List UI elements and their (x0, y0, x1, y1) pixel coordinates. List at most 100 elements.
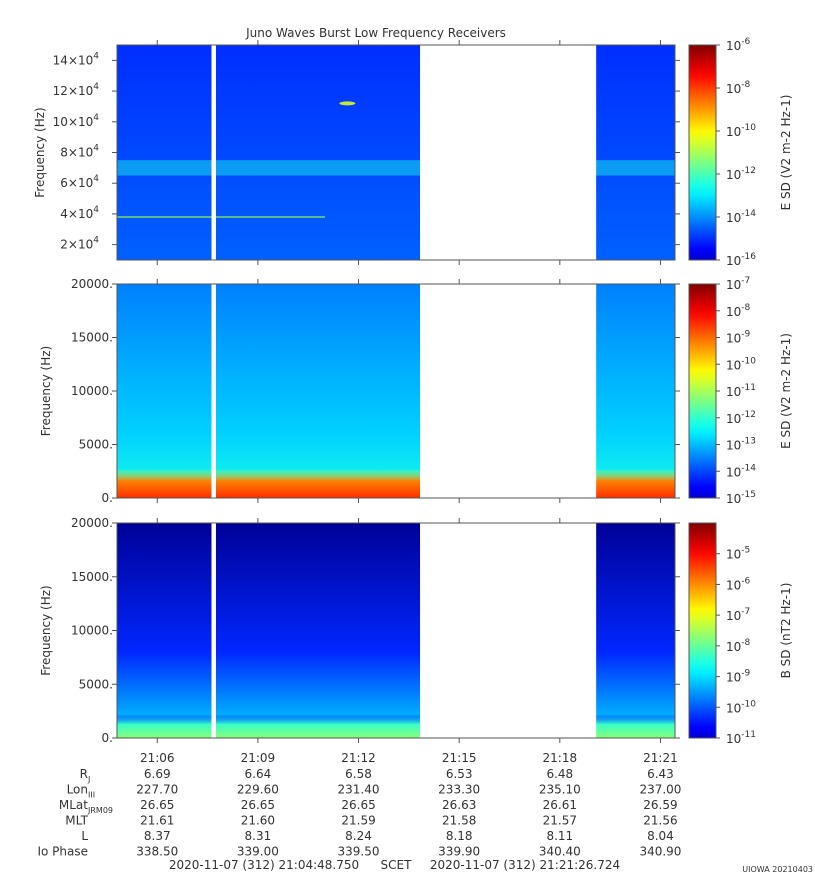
colorbar-tick-label: 10-16 (726, 252, 756, 268)
emission-spot (339, 101, 356, 106)
colorbar-label: B SD (nT2 Hz-1) (779, 583, 793, 679)
data-gap (420, 44, 597, 261)
ephemeris-value: 21.61 (140, 814, 174, 828)
colorbar-tick-label: 10-9 (726, 669, 751, 685)
y-axis-label: Frequency (Hz) (39, 585, 53, 676)
colorbar-tick-label: 10-12 (726, 166, 756, 182)
colorbar-tick-label: 10-11 (726, 383, 756, 399)
ephemeris-value: 339.00 (237, 845, 279, 859)
colorbar-tick-label: 10-14 (726, 463, 756, 479)
colorbar-tick-label: 10-15 (726, 490, 756, 506)
x-tick-label: 21:15 (442, 751, 477, 765)
y-tick-label: 20000. (71, 516, 113, 530)
y-tick-label: 10000. (71, 384, 113, 398)
y-tick-label: 6×104 (60, 174, 99, 190)
chart-title: Juno Waves Burst Low Frequency Receivers (245, 26, 506, 40)
colorbar (688, 522, 717, 739)
colorbar-tick-label: 10-6 (726, 37, 751, 53)
y-tick-label: 14×104 (53, 51, 100, 67)
ephemeris-value: 8.37 (144, 829, 171, 843)
ephemeris-value: 26.65 (241, 798, 275, 812)
ephemeris-value: 26.65 (140, 798, 174, 812)
ephemeris-value: 8.11 (546, 829, 573, 843)
y-tick-label: 12×104 (53, 82, 100, 98)
ephemeris-value: 6.64 (245, 767, 272, 781)
colorbar (688, 283, 717, 499)
ephemeris-value: 21.58 (442, 814, 476, 828)
colorbar-tick-label: 10-10 (726, 123, 756, 139)
ephemeris-value: 21.56 (643, 814, 677, 828)
y-tick-label: 2×104 (60, 236, 99, 252)
colorbar-tick-label: 10-12 (726, 410, 756, 426)
x-tick-label: 21:21 (643, 751, 678, 765)
ephemeris-value: 339.50 (338, 845, 380, 859)
colorbar-tick-label: 10-5 (726, 546, 750, 562)
footer-scet: SCET (381, 858, 413, 872)
y-tick-label: 20000. (71, 277, 113, 291)
ephemeris-value: 338.50 (136, 845, 178, 859)
ephemeris-value: 227.70 (136, 783, 178, 797)
colorbar-label: E SD (V2 m-2 Hz-1) (779, 333, 793, 449)
ephemeris-value: 21.59 (341, 814, 375, 828)
ephemeris-value: 233.30 (438, 783, 480, 797)
ephemeris-value: 6.43 (647, 767, 674, 781)
ephemeris-value: 21.57 (543, 814, 577, 828)
colorbar-tick-label: 10-10 (726, 699, 756, 715)
ephemeris-value: 26.63 (442, 798, 476, 812)
colorbar-tick-label: 10-8 (726, 638, 751, 654)
ephemeris-value: 8.04 (647, 829, 674, 843)
colorbar-tick-label: 10-11 (726, 730, 756, 746)
ephemeris-value: 8.31 (245, 829, 272, 843)
colorbar-tick-label: 10-9 (726, 330, 751, 346)
colorbar-tick-label: 10-8 (726, 80, 751, 96)
y-tick-label: 4×104 (60, 205, 99, 221)
data-gap (211, 522, 216, 739)
x-tick-label: 21:06 (140, 751, 175, 765)
ephemeris-value: 6.48 (546, 767, 573, 781)
ephemeris-label: MLT (65, 814, 88, 828)
x-tick-label: 21:09 (241, 751, 276, 765)
colorbar-tick-label: 10-14 (726, 209, 756, 225)
y-tick-label: 10000. (71, 624, 113, 638)
y-tick-label: 15000. (71, 570, 113, 584)
panel-top: Frequency (Hz) E SD (V2 m-2 Hz-1) (33, 40, 793, 265)
panel-bottom: 0. 5000. 10000. 15000. 20000. Frequency (Hz) B… (39, 516, 793, 745)
ephemeris-value: 340.40 (539, 845, 581, 859)
ephemeris-value: 26.65 (341, 798, 375, 812)
colorbar-tick-label: 10-10 (726, 356, 756, 372)
x-tick-label: 21:12 (341, 751, 376, 765)
data-gap (420, 522, 597, 739)
y-tick-label: 0. (102, 731, 113, 745)
ephemeris-sub-label: JRM09 (87, 806, 113, 815)
ephemeris-value: 6.69 (144, 767, 171, 781)
ephemeris-value: 237.00 (639, 783, 681, 797)
ephemeris-value: 6.58 (345, 767, 372, 781)
colorbar-label: E SD (V2 m-2 Hz-1) (779, 95, 793, 211)
ephemeris-label: Io Phase (37, 845, 88, 859)
ephemeris-value: 339.90 (438, 845, 480, 859)
colorbar-tick-label: 10-13 (726, 437, 756, 453)
ephemeris-label: MLat (59, 798, 88, 812)
y-axis-label: Frequency (Hz) (33, 107, 47, 198)
ephemeris-value: 8.24 (345, 829, 372, 843)
footer-credit: UIOWA 20210403 (742, 865, 813, 874)
data-gap (211, 44, 216, 261)
colorbar-tick-label: 10-8 (726, 303, 751, 319)
ephemeris-label: Lon (67, 783, 88, 797)
y-tick-label: 0. (102, 491, 113, 505)
footer-end-time: 2020-11-07 (312) 21:21:26.724 (430, 858, 620, 872)
y-tick-label: 15000. (71, 331, 113, 345)
ephemeris-value: 340.90 (639, 845, 681, 859)
ephemeris-value: 21.60 (241, 814, 275, 828)
y-tick-label: 5000. (79, 677, 113, 691)
ephemeris-label: R (80, 767, 88, 781)
ephemeris-sub-label: J (87, 775, 90, 784)
x-tick-label: 21:18 (543, 751, 578, 765)
footer-start-time: 2020-11-07 (312) 21:04:48.750 (169, 858, 359, 872)
colorbar-tick-label: 10-7 (726, 607, 750, 623)
y-axis-label: Frequency (Hz) (39, 346, 53, 437)
ephemeris-sub-label: III (88, 791, 95, 800)
colorbar (688, 44, 717, 261)
ephemeris-label: L (81, 829, 88, 843)
y-tick-label: 5000. (79, 438, 113, 452)
